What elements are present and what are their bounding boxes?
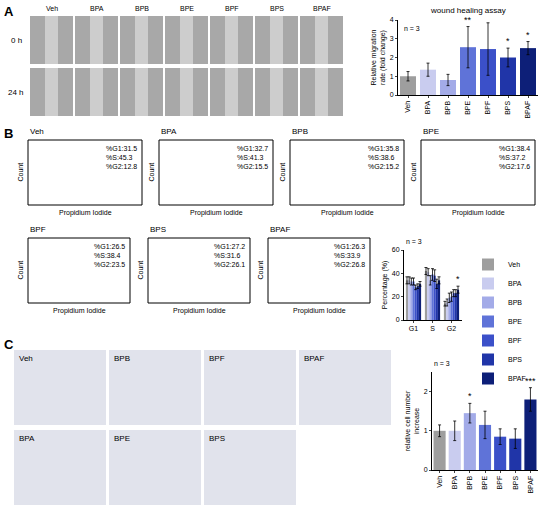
svg-text:Veh: Veh xyxy=(19,354,33,363)
svg-text:Count: Count xyxy=(410,163,417,182)
svg-text:BPAF: BPAF xyxy=(524,101,531,119)
svg-text:1: 1 xyxy=(390,73,394,80)
svg-text:BPS: BPS xyxy=(504,100,511,114)
svg-text:60: 60 xyxy=(392,246,400,253)
svg-text:Veh: Veh xyxy=(508,261,520,268)
svg-text:%G1:26.5%S:38.4%G2:23.5: %G1:26.5%S:38.4%G2:23.5 xyxy=(94,243,125,268)
svg-text:A: A xyxy=(4,4,14,19)
svg-text:Veh: Veh xyxy=(46,5,58,12)
svg-text:BPE: BPE xyxy=(481,475,488,489)
svg-text:***: *** xyxy=(525,376,536,386)
svg-text:%G1:32.7%S:41.3%G2:15.5: %G1:32.7%S:41.3%G2:15.5 xyxy=(237,145,268,170)
svg-text:Propidium Iodide: Propidium Iodide xyxy=(173,307,226,315)
svg-text:*: * xyxy=(456,274,460,284)
svg-text:BPS: BPS xyxy=(270,5,284,12)
svg-text:0: 0 xyxy=(424,466,428,473)
svg-text:BPE: BPE xyxy=(180,5,194,12)
svg-text:20: 20 xyxy=(392,293,400,300)
svg-text:Propidium Iodide: Propidium Iodide xyxy=(53,307,106,315)
svg-text:BPA: BPA xyxy=(508,280,522,287)
svg-text:BPS: BPS xyxy=(209,434,225,443)
svg-text:BPA: BPA xyxy=(424,100,431,114)
svg-text:BPF: BPF xyxy=(508,337,522,344)
svg-text:0: 0 xyxy=(396,316,400,323)
svg-text:24 h: 24 h xyxy=(8,88,24,97)
svg-text:0: 0 xyxy=(390,91,394,98)
svg-text:B: B xyxy=(4,126,13,141)
svg-text:Propidium Iodide: Propidium Iodide xyxy=(321,209,374,217)
svg-text:BPAF: BPAF xyxy=(527,476,534,494)
svg-text:BPE: BPE xyxy=(508,318,522,325)
svg-text:BPA: BPA xyxy=(19,434,35,443)
svg-text:BPAF: BPAF xyxy=(313,5,331,12)
svg-text:G2: G2 xyxy=(447,325,456,332)
svg-text:BPS: BPS xyxy=(150,225,166,234)
svg-text:40: 40 xyxy=(392,270,400,277)
svg-text:Relative migrationrate (fold c: Relative migrationrate (fold change) xyxy=(370,29,387,85)
svg-text:2: 2 xyxy=(390,54,394,61)
svg-text:Count: Count xyxy=(17,163,24,182)
svg-text:%G1:35.8%S:38.6%G2:15.2: %G1:35.8%S:38.6%G2:15.2 xyxy=(368,145,399,170)
svg-text:BPB: BPB xyxy=(135,5,149,12)
svg-text:BPA: BPA xyxy=(161,127,177,136)
svg-text:**: ** xyxy=(464,15,472,25)
svg-text:wound healing assay: wound healing assay xyxy=(430,6,506,15)
svg-text:n = 3: n = 3 xyxy=(434,360,450,367)
svg-text:Propidium Iodide: Propidium Iodide xyxy=(190,209,243,217)
svg-text:BPAF: BPAF xyxy=(270,225,290,234)
svg-text:n = 3: n = 3 xyxy=(404,25,420,32)
svg-text:%G1:27.2%S:31.6%G2:26.1: %G1:27.2%S:31.6%G2:26.1 xyxy=(214,243,245,268)
svg-text:Count: Count xyxy=(257,261,264,280)
svg-text:BPB: BPB xyxy=(292,127,308,136)
svg-text:4: 4 xyxy=(390,16,394,23)
svg-text:Veh: Veh xyxy=(404,101,411,113)
svg-text:BPB: BPB xyxy=(466,475,473,489)
svg-text:*: * xyxy=(468,391,472,401)
svg-text:BPE: BPE xyxy=(423,127,439,136)
svg-text:3: 3 xyxy=(390,35,394,42)
svg-text:0 h: 0 h xyxy=(11,36,22,45)
svg-text:Percentage (%): Percentage (%) xyxy=(381,261,389,310)
svg-text:G1: G1 xyxy=(409,325,418,332)
svg-text:BPB: BPB xyxy=(444,100,451,114)
svg-text:BPS: BPS xyxy=(508,356,522,363)
svg-text:Propidium Iodide: Propidium Iodide xyxy=(293,307,346,315)
svg-text:S: S xyxy=(430,325,435,332)
svg-text:BPAF: BPAF xyxy=(304,354,324,363)
svg-text:relative cell numberincrease: relative cell numberincrease xyxy=(404,390,420,451)
svg-text:Count: Count xyxy=(17,261,24,280)
svg-text:%G1:31.5%S:45.3%G2:12.8: %G1:31.5%S:45.3%G2:12.8 xyxy=(106,145,137,170)
svg-text:Count: Count xyxy=(279,163,286,182)
svg-text:BPS: BPS xyxy=(512,475,519,489)
svg-text:2: 2 xyxy=(424,388,428,395)
svg-text:BPF: BPF xyxy=(30,225,46,234)
svg-text:*: * xyxy=(526,30,530,40)
svg-text:1: 1 xyxy=(424,427,428,434)
svg-text:Propidium Iodide: Propidium Iodide xyxy=(452,209,505,217)
svg-text:*: * xyxy=(506,36,510,46)
svg-text:Propidium Iodide: Propidium Iodide xyxy=(59,209,112,217)
svg-text:Veh: Veh xyxy=(30,127,44,136)
svg-text:BPB: BPB xyxy=(508,299,522,306)
svg-text:BPB: BPB xyxy=(114,354,130,363)
svg-text:n = 3: n = 3 xyxy=(406,238,422,245)
svg-text:BPE: BPE xyxy=(114,434,130,443)
svg-text:C: C xyxy=(4,337,14,352)
svg-text:Count: Count xyxy=(148,163,155,182)
svg-text:BPE: BPE xyxy=(464,100,471,114)
svg-text:BPF: BPF xyxy=(496,476,503,490)
svg-text:%G1:26.3%S:33.9%G2:26.8: %G1:26.3%S:33.9%G2:26.8 xyxy=(334,243,365,268)
svg-text:BPA: BPA xyxy=(451,475,458,489)
svg-text:BPAF: BPAF xyxy=(508,375,526,382)
svg-text:BPF: BPF xyxy=(209,354,225,363)
svg-text:BPF: BPF xyxy=(225,5,239,12)
svg-text:%G1:38.4%S:37.2%G2:17.6: %G1:38.4%S:37.2%G2:17.6 xyxy=(499,145,530,170)
svg-text:BPA: BPA xyxy=(90,5,104,12)
svg-text:BPF: BPF xyxy=(484,101,491,115)
svg-text:Veh: Veh xyxy=(436,476,443,488)
svg-text:Count: Count xyxy=(137,261,144,280)
